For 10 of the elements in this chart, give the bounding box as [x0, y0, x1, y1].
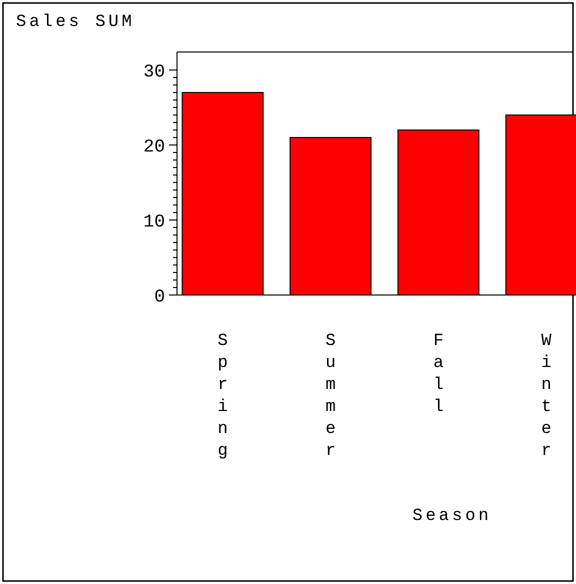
x-axis-title: Season — [412, 507, 492, 526]
y-tick-label: 20 — [143, 137, 165, 158]
chart-title: Sales SUM — [16, 13, 135, 32]
x-tick-label: Spring — [218, 332, 228, 461]
y-tick-label: 0 — [154, 287, 165, 308]
y-tick-label: 30 — [143, 62, 165, 82]
x-tick-label: Winter — [541, 332, 552, 461]
x-tick-label: Fall — [433, 332, 444, 417]
x-tick-label: Summer — [325, 332, 336, 461]
y-tick-label: 10 — [143, 212, 165, 232]
